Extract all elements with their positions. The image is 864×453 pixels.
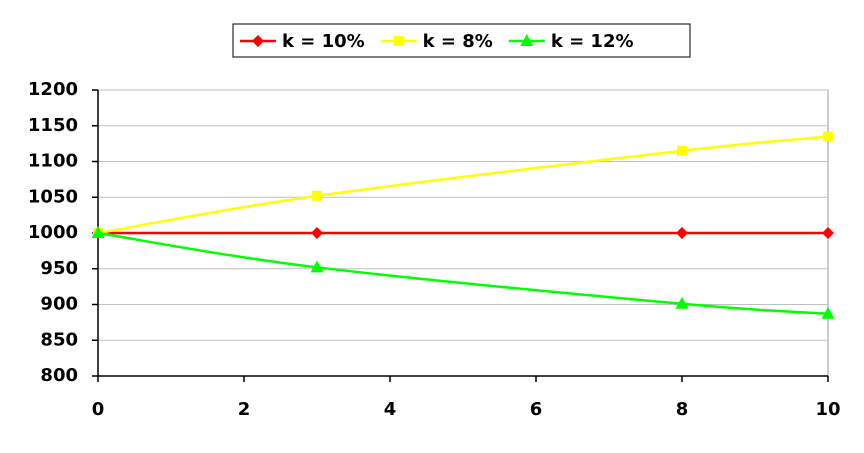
data-point (822, 227, 834, 239)
legend-marker (393, 36, 404, 46)
legend-label: k = 12% (551, 31, 634, 52)
legend-marker (520, 34, 534, 46)
data-point (675, 296, 689, 309)
legend-marker (252, 35, 264, 47)
y-tick-label: 1200 (28, 79, 78, 100)
data-point (310, 260, 324, 273)
y-tick-label: 1000 (28, 222, 78, 243)
data-point (311, 227, 323, 239)
y-tick-label: 900 (40, 294, 78, 315)
legend-label: k = 10% (282, 31, 365, 52)
x-tick-label: 0 (92, 399, 105, 420)
x-tick-label: 6 (530, 399, 543, 420)
data-point (676, 227, 688, 239)
x-tick-label: 2 (238, 399, 251, 420)
y-tick-label: 1100 (28, 151, 78, 172)
series-line (97, 135, 829, 235)
x-tick-label: 4 (384, 399, 397, 420)
data-point (821, 306, 835, 319)
data-point (91, 226, 105, 238)
y-tick-label: 800 (40, 365, 78, 386)
y-tick-label: 1050 (28, 186, 78, 207)
legend-box (232, 23, 691, 58)
data-point (312, 190, 322, 201)
x-tick-label: 10 (815, 399, 840, 420)
data-point (823, 131, 833, 142)
y-tick-label: 950 (40, 258, 78, 279)
x-tick-label: 8 (676, 399, 689, 420)
y-tick-label: 850 (40, 329, 78, 350)
y-tick-label: 1150 (28, 115, 78, 136)
data-point (677, 145, 687, 156)
series-line (97, 231, 829, 316)
legend-label: k = 8% (423, 31, 493, 52)
